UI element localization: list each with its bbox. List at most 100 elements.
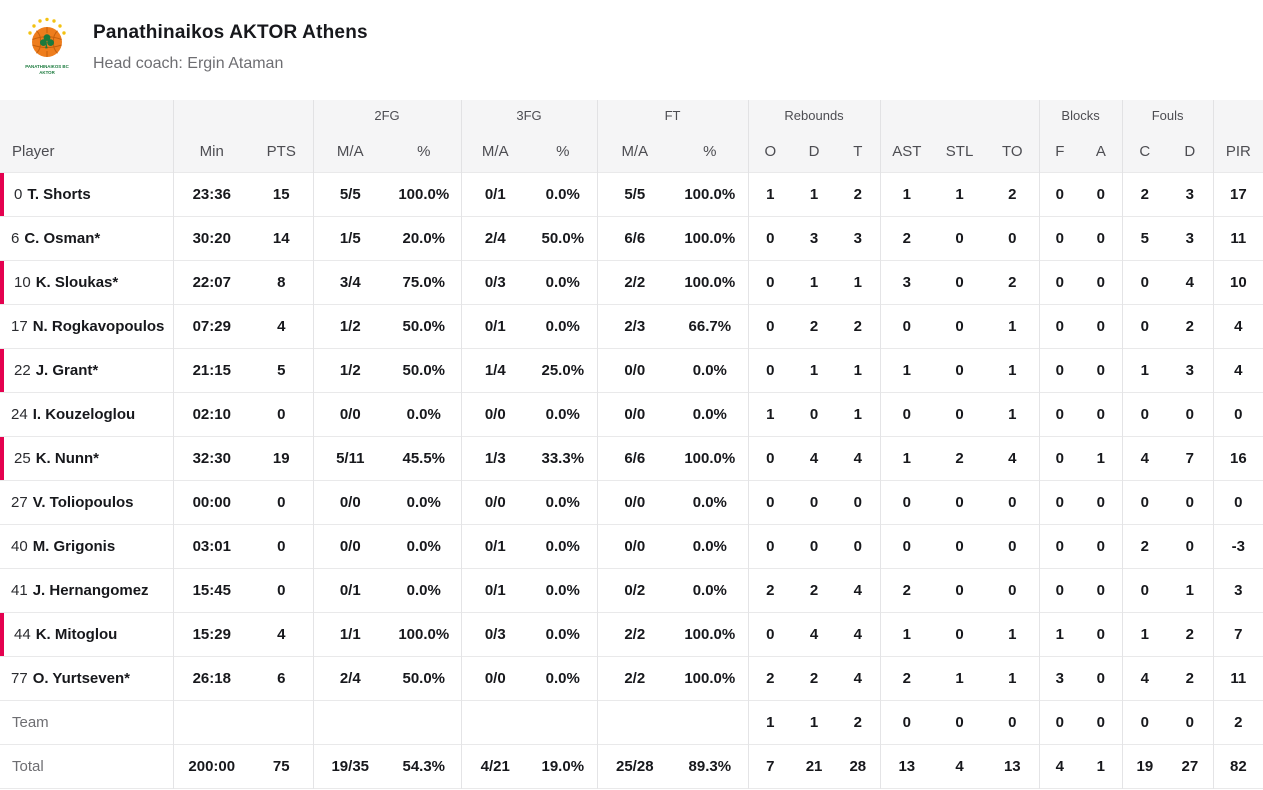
stat-cell: 2/2 (624, 274, 646, 291)
player-name-cell[interactable]: 17 N. Rogkavopoulos (0, 304, 174, 349)
stat-cell: 100.0% (672, 172, 749, 217)
stat-cell: 16 (1230, 450, 1247, 467)
stat-cell: 0 (1234, 494, 1243, 511)
stat-cell: 4 (836, 436, 881, 481)
stat-cell: 4 (836, 612, 881, 657)
stat-cell: 0 (1234, 406, 1243, 423)
stat-cell: 0 (766, 494, 775, 511)
stat-cell: 0 (902, 538, 911, 555)
player-name: J. Hernangomez (32, 582, 149, 599)
group-header-rebounds: Rebounds (748, 100, 881, 130)
stat-cell: 5 (250, 348, 314, 393)
stat-cell: 13 (986, 744, 1040, 789)
player-name-cell[interactable]: 24 I. Kouzeloglou (0, 392, 174, 437)
stat-cell: 0/1 (484, 318, 506, 335)
stat-cell (672, 700, 749, 745)
stat-cell: 1 (955, 670, 964, 687)
stat-cell: 0 (836, 480, 881, 525)
stat-cell: 0 (1080, 216, 1123, 261)
stat-cell: 7 (1234, 626, 1243, 643)
stat-cell: 0 (1080, 348, 1123, 393)
stat-cell: 2 (1167, 612, 1214, 657)
stat-cell: 75 (250, 744, 314, 789)
player-name-cell[interactable]: 10 K. Sloukas* (0, 260, 174, 305)
col-header--4: % (387, 130, 462, 173)
stat-cell: 100.0% (672, 216, 749, 261)
player-name-cell[interactable]: 27 V. Toliopoulos (0, 480, 174, 525)
logo-text-line1: PANATHINAIKOS BC (25, 64, 69, 69)
logo-text-line2: AKTOR (39, 70, 55, 75)
stat-cell: 0 (902, 318, 911, 335)
stat-cell: 0 (955, 362, 964, 379)
stat-cell: 2 (809, 582, 819, 599)
stat-cell: 2 (1167, 304, 1214, 349)
team-name: Panathinaikos AKTOR Athens (93, 22, 368, 43)
col-header--6: % (529, 130, 598, 173)
stat-cell: 0 (955, 538, 964, 555)
stat-cell: 2/2 (624, 626, 646, 643)
stat-cell: 0.0% (529, 480, 598, 525)
stat-cell: 1 (809, 274, 819, 291)
player-name-cell[interactable]: 6 C. Osman* (0, 216, 174, 261)
player-name-cell[interactable]: 44 K. Mitoglou (0, 612, 174, 657)
stat-cell: 50.0% (387, 656, 462, 701)
player-name: O. Yurtseven* (32, 670, 130, 687)
player-name-cell[interactable]: 41 J. Hernangomez (0, 568, 174, 613)
stat-cell: 50.0% (387, 304, 462, 349)
jersey-number: 40 (11, 538, 28, 555)
col-header-ma-7: M/A (597, 130, 673, 173)
stat-cell: 2 (955, 450, 964, 467)
jersey-number: 10 (14, 274, 31, 291)
stat-cell: 0.0% (672, 348, 749, 393)
stat-cell: 0 (766, 450, 775, 467)
stat-cell: 0.0% (529, 568, 598, 613)
stat-cell: 00:00 (192, 494, 231, 511)
stat-cell: 15:29 (192, 626, 231, 643)
stat-cell: 22:07 (192, 274, 231, 291)
stat-cell: 0/1 (339, 582, 361, 599)
stat-cell: 2/4 (339, 670, 361, 687)
stat-cell: 0 (250, 524, 314, 569)
stat-cell (529, 700, 598, 745)
stat-cell (173, 701, 250, 745)
box-score-table: 2FG 3FG FT Rebounds Blocks Fouls Player Min PTS… (0, 100, 1263, 789)
head-coach: Head coach: Ergin Ataman (93, 55, 284, 72)
stat-cell: 0.0% (387, 524, 462, 569)
player-name-cell[interactable]: 25 K. Nunn* (0, 436, 174, 481)
player-name-cell[interactable]: 0 T. Shorts (0, 172, 174, 217)
col-header-o-9: O (748, 130, 793, 173)
stat-cell: 6/6 (624, 450, 646, 467)
stat-cell: 5/5 (339, 186, 361, 203)
stat-cell: 0.0% (529, 612, 598, 657)
stat-cell (250, 700, 314, 745)
stat-cell: 1 (902, 626, 911, 643)
stat-cell: 1 (809, 362, 819, 379)
player-name-cell[interactable]: 77 O. Yurtseven* (0, 656, 174, 701)
column-header-row: Player Min PTS M/A% M/A% M/A% O D T AST STL TO F A C D P… (0, 130, 1263, 173)
stat-cell: 0 (1167, 700, 1214, 745)
col-header-a-16: A (1080, 130, 1123, 173)
stat-cell: 0 (955, 494, 964, 511)
stat-cell: 0 (1080, 172, 1123, 217)
stat-cell: 21 (805, 758, 823, 775)
stat-cell: 0 (1080, 568, 1123, 613)
stat-cell: 27 (1167, 744, 1214, 789)
stat-cell: 3 (1167, 172, 1214, 217)
stat-cell: 0 (986, 216, 1040, 261)
stat-cell: -3 (1231, 538, 1246, 555)
stat-cell: 200:00 (188, 758, 236, 775)
stat-cell: 1 (1140, 626, 1149, 643)
stat-cell: 0 (955, 406, 964, 423)
stat-cell: 0.0% (387, 480, 462, 525)
player-row: 6 C. Osman* 30:20 14 1/5 20.0% 2/4 50.0% 6/6 100.… (0, 216, 1263, 261)
stat-cell: 10 (1230, 274, 1247, 291)
player-name-cell[interactable]: 22 J. Grant* (0, 348, 174, 393)
stat-cell: 0 (809, 538, 819, 555)
stat-cell: 1 (902, 450, 911, 467)
stat-cell: 1/5 (339, 230, 361, 247)
player-name-cell[interactable]: 40 M. Grigonis (0, 524, 174, 569)
stat-cell: 100.0% (672, 656, 749, 701)
player-name: V. Toliopoulos (32, 494, 134, 511)
stat-cell: 82 (1230, 758, 1247, 775)
stat-cell: 8 (250, 260, 314, 305)
